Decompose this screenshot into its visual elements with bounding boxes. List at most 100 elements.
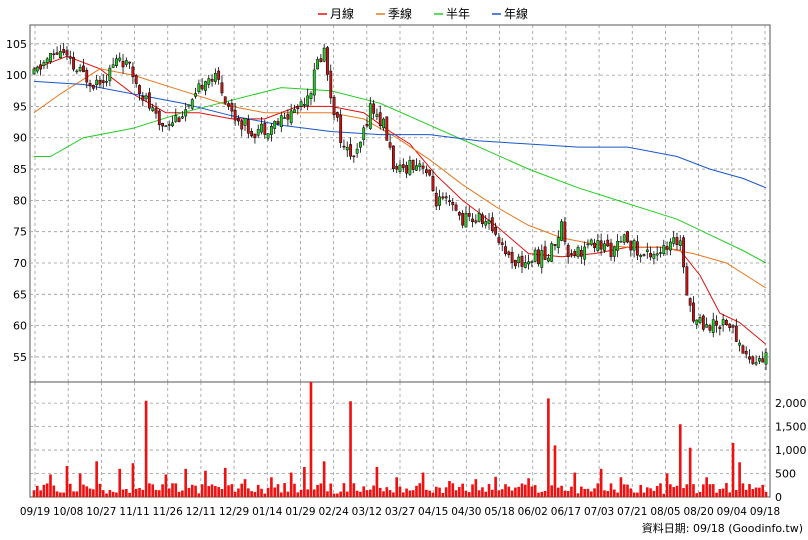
volume-bar xyxy=(438,487,441,497)
price-panel: 55 60 65 70 75 80 85 90 95 100 105 xyxy=(6,24,771,383)
price-y-tick-label: 75 xyxy=(13,226,27,239)
volume-bar xyxy=(204,470,207,497)
x-tick-label: 06/17 xyxy=(551,506,581,518)
volume-bar xyxy=(570,486,573,497)
volume-bar xyxy=(500,489,504,497)
candle-body xyxy=(543,246,547,260)
volume-bar xyxy=(375,466,379,497)
volume-bar xyxy=(550,485,553,497)
candle-body xyxy=(424,169,428,174)
candle-body xyxy=(395,166,399,170)
candle-body xyxy=(332,96,336,116)
volume-bar xyxy=(52,485,56,497)
candle-body xyxy=(210,78,214,82)
volume-bar xyxy=(411,490,415,497)
volume-bar xyxy=(32,490,36,497)
candle-body xyxy=(306,95,310,106)
volume-bar xyxy=(359,491,362,497)
volume-bar xyxy=(606,491,610,497)
price-y-tick-label: 65 xyxy=(13,288,27,301)
candle-body xyxy=(326,47,329,75)
candle-body xyxy=(481,214,484,225)
volume-bar xyxy=(580,486,583,497)
candle-body xyxy=(213,73,217,82)
volume-bar xyxy=(609,483,613,497)
volume-bar xyxy=(583,488,586,497)
candle-body xyxy=(283,117,286,119)
candle-body xyxy=(520,255,524,267)
volume-bar xyxy=(474,479,478,497)
volume-bar xyxy=(672,487,675,497)
x-tick-label: 05/18 xyxy=(484,506,514,518)
candle-body xyxy=(411,159,415,170)
candle-body xyxy=(725,319,728,325)
volume-bar xyxy=(705,477,708,497)
candle-body xyxy=(243,118,247,126)
candle-body xyxy=(296,105,300,110)
candle-body xyxy=(464,213,468,228)
volume-bar xyxy=(645,487,649,497)
volume-bar xyxy=(613,489,616,497)
candle-body xyxy=(322,47,326,62)
moving-average-lines xyxy=(33,55,767,345)
volume-bar xyxy=(652,490,656,497)
candle-body xyxy=(629,240,633,251)
candle-body xyxy=(68,56,72,59)
volume-bar xyxy=(481,487,484,497)
candle-body xyxy=(115,58,118,67)
candle-body xyxy=(448,200,451,202)
volume-bar xyxy=(190,484,194,497)
volume-bar xyxy=(751,489,755,497)
volume-bar xyxy=(467,492,471,497)
candle-body xyxy=(339,114,343,143)
candle-body xyxy=(415,165,418,171)
volume-bar xyxy=(563,490,567,497)
price-y-tick-label: 55 xyxy=(13,351,27,364)
candle-body xyxy=(596,240,600,251)
candle-body xyxy=(540,250,544,268)
volume-bar xyxy=(250,491,253,497)
candlesticks xyxy=(32,42,768,371)
volume-bar xyxy=(260,488,263,497)
candle-body xyxy=(355,148,359,154)
volume-bar xyxy=(326,491,329,497)
volume-bar xyxy=(336,493,339,497)
volume-bar xyxy=(421,472,425,497)
x-tick-label: 11/26 xyxy=(153,506,184,518)
volume-bar xyxy=(322,461,326,497)
volume-bar xyxy=(92,489,95,497)
volume-bar xyxy=(576,493,580,497)
x-tick-label: 09/18 xyxy=(750,506,780,518)
volume-bar xyxy=(405,488,408,497)
candle-body xyxy=(728,323,732,329)
candle-body xyxy=(217,70,221,80)
volume-bar xyxy=(286,491,290,497)
candle-body xyxy=(85,69,89,83)
volume-bar xyxy=(148,483,151,497)
candle-body xyxy=(401,164,405,168)
candle-body xyxy=(619,240,623,243)
volume-bar xyxy=(695,493,699,497)
candle-body xyxy=(233,109,237,121)
volume-bar xyxy=(247,488,250,497)
x-tick-label: 01/14 xyxy=(252,506,283,518)
candle-body xyxy=(734,325,738,342)
candle-body xyxy=(721,319,725,326)
volume-bar xyxy=(177,491,181,497)
volume-bar xyxy=(197,493,201,497)
volume-bar xyxy=(352,483,356,497)
candle-body xyxy=(316,59,319,70)
candle-body xyxy=(626,231,629,243)
candle-body xyxy=(741,345,745,354)
volume-bar xyxy=(118,468,122,497)
candle-body xyxy=(164,125,168,128)
volume-bar xyxy=(125,489,128,497)
volume-bar xyxy=(497,490,501,497)
candle-body xyxy=(131,66,135,78)
candle-body xyxy=(177,117,181,122)
candle-body xyxy=(161,123,164,127)
volume-bar xyxy=(708,484,712,497)
candle-body xyxy=(497,237,501,243)
volume-bar xyxy=(682,488,685,497)
